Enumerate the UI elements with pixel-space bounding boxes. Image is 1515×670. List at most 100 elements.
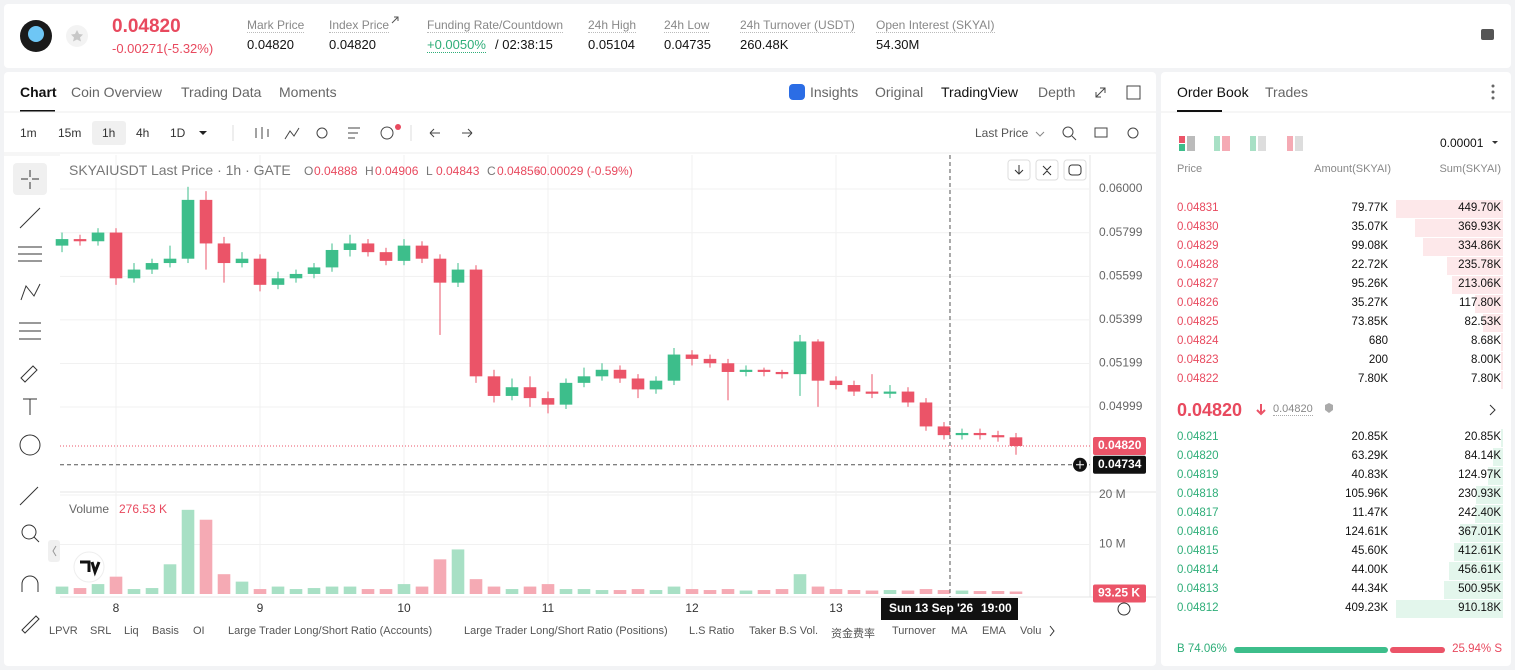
drawing-tools[interactable] [13,163,47,634]
settings-icon[interactable] [1117,602,1131,616]
candle-body [487,376,501,396]
collapse-icon [52,545,57,557]
book-price[interactable]: 0.04829 [1177,240,1219,252]
indicator-tab[interactable]: Large Trader Long/Short Ratio (Accounts) [228,625,433,637]
book-price[interactable]: 0.04827 [1177,278,1219,290]
indicator-tab[interactable]: Volu [1020,625,1042,637]
candle-body [307,267,321,274]
fullscreen-icon[interactable] [1095,87,1106,98]
x-tick-label: 10 [397,601,411,615]
book-price[interactable]: 0.04818 [1177,488,1219,500]
indicator-tab[interactable]: EMA [982,625,1006,637]
chart-button[interactable] [1063,159,1087,181]
indicator-tab[interactable]: SRL [90,625,112,637]
view-tab[interactable]: Original [875,84,924,100]
book-price[interactable]: 0.04817 [1177,507,1219,519]
stat-label: 24h High [588,18,637,33]
book-price[interactable]: 0.04819 [1177,469,1219,481]
indicator-tab[interactable]: L.S Ratio [689,625,735,637]
notebook-icon[interactable] [1481,29,1494,40]
dropdown-icon[interactable] [199,131,207,135]
book-amount: 40.83K [1351,469,1388,481]
indicator-tab[interactable]: OI [193,625,205,637]
volume-bar [91,584,105,594]
book-price[interactable]: 0.04814 [1177,564,1219,576]
book-price[interactable]: 0.04816 [1177,526,1219,538]
interval[interactable]: 1D [170,126,186,140]
book-price[interactable]: 0.04825 [1177,316,1219,328]
book-price[interactable]: 0.04821 [1177,431,1219,443]
toolbar-icons[interactable] [255,126,1139,141]
book-price[interactable]: 0.04815 [1177,545,1219,557]
book-price[interactable]: 0.04830 [1177,221,1219,233]
candle-body [667,354,681,381]
volume-bar [163,564,177,594]
scroll-right[interactable] [1049,625,1055,637]
indicator-tab[interactable]: Large Trader Long/Short Ratio (Positions… [464,625,668,637]
interval[interactable]: 1m [20,126,37,140]
book-tab[interactable]: Trades [1265,84,1309,100]
book-sum: 82.53K [1464,316,1501,328]
more-icon[interactable] [1491,84,1495,100]
price-type[interactable]: Last Price [975,126,1029,140]
indicator-tab[interactable]: MA [951,625,968,637]
crosshair-price-text: 0.04734 [1098,457,1142,471]
stat-value: 0.04820 [247,37,294,52]
book-price[interactable]: 0.04824 [1177,335,1219,347]
volume-bar [703,590,717,594]
book-sum: 367.01K [1458,526,1501,538]
indicator-tab[interactable]: Basis [152,625,179,637]
chart-tab[interactable]: Chart [20,84,57,100]
book-price[interactable]: 0.04828 [1177,259,1219,271]
indicator-tab[interactable]: Liq [124,625,139,637]
dropdown-icon[interactable] [1035,131,1045,137]
book-price[interactable]: 0.04823 [1177,354,1219,366]
indicator-tab[interactable]: Taker B.S Vol. [749,625,819,637]
book-tab[interactable]: Order Book [1177,84,1249,100]
book-layout-icons[interactable] [1179,136,1303,151]
interval[interactable]: 15m [58,126,82,140]
interval[interactable]: 1h [102,126,116,140]
candle-body [865,391,879,394]
crosshair-volume-text: 93.25 K [1098,586,1140,600]
indicator-tab[interactable]: 资金费率 [831,628,875,640]
book-price[interactable]: 0.04820 [1177,450,1219,462]
depth-bar [1474,295,1503,313]
precision[interactable]: 0.00001 [1440,136,1484,150]
chart-tab[interactable]: Coin Overview [71,84,163,100]
chart-tab[interactable]: Trading Data [181,84,262,100]
book-price[interactable]: 0.04831 [1177,202,1219,214]
volume-bar [613,590,627,594]
view-tab[interactable]: TradingView [941,84,1019,100]
candle-body [217,243,231,264]
book-price[interactable]: 0.04813 [1177,583,1219,595]
depth-bar [1488,467,1503,485]
ohlc-value: 0.04888 [314,164,358,178]
candle-body [451,269,465,283]
volume-bar [829,589,843,594]
depth-bar [1423,238,1503,256]
scroll-icon [1014,165,1024,175]
indicator-tab[interactable]: LPVR [49,625,78,637]
collapse-toolbar[interactable] [48,540,60,562]
indicator-tab[interactable]: Turnover [892,625,936,637]
stat-label: Mark Price [247,18,305,33]
chart-tab[interactable]: Moments [279,84,337,100]
volume-bar [901,590,915,594]
view-tab[interactable]: Depth [1038,84,1076,100]
chevron-right[interactable] [1489,404,1496,416]
volume-bar [955,590,969,594]
interval[interactable]: 4h [136,126,150,140]
book-price[interactable]: 0.04822 [1177,373,1219,385]
crosshair-time: 19:00 [981,601,1012,615]
volume-bar [469,579,483,594]
stat-value: 260.48K [740,37,789,52]
book-price[interactable]: 0.04826 [1177,297,1219,309]
view-tab[interactable]: Insights [810,84,859,100]
dropdown-icon[interactable] [1492,141,1498,144]
plus-icon [1076,460,1084,469]
window-icon[interactable] [1126,85,1141,100]
book-price[interactable]: 0.04812 [1177,602,1219,614]
book-sum: 500.95K [1458,583,1501,595]
